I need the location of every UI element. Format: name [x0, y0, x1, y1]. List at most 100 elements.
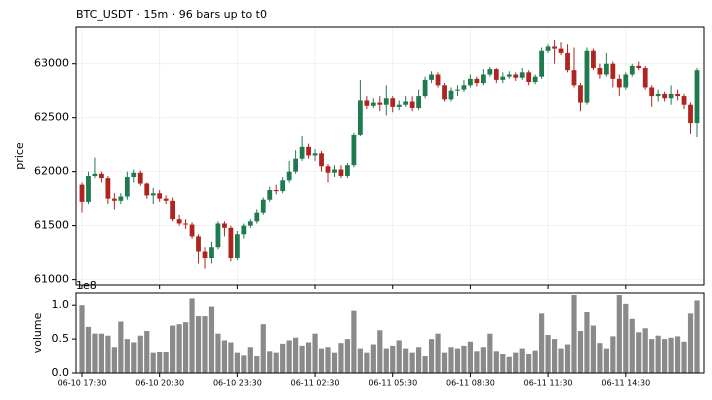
- volume-bar: [441, 352, 448, 373]
- volume-bar: [234, 352, 240, 373]
- volume-bar: [118, 321, 124, 373]
- volume-bar: [396, 340, 402, 373]
- volume-bar: [195, 316, 202, 373]
- candle-body: [649, 87, 655, 97]
- volume-bar: [506, 356, 512, 373]
- y-tick-label: 61000: [34, 273, 69, 286]
- candle-body: [183, 223, 188, 225]
- x-tick-label: 06-11 02:30: [291, 379, 340, 388]
- volume-bar: [267, 351, 273, 373]
- volume-bar: [513, 352, 519, 373]
- x-tick-label: 06-11 14:30: [601, 379, 650, 388]
- volume-bar: [85, 326, 92, 373]
- x-tick-label: 06-11 08:30: [446, 379, 495, 388]
- volume-bar: [98, 333, 105, 373]
- volume-bar: [318, 348, 325, 373]
- volume-bar: [584, 311, 590, 373]
- candle-body: [487, 69, 493, 75]
- candle-body: [260, 199, 266, 213]
- candle-body: [591, 50, 596, 69]
- volume-bar: [124, 339, 130, 373]
- candle-body: [157, 193, 163, 199]
- chart-title: BTC_USDT · 15m · 96 bars up to t0: [76, 8, 267, 21]
- candle-body: [571, 70, 577, 86]
- volume-bar: [681, 341, 687, 373]
- candle-body: [655, 93, 661, 97]
- candle-body: [642, 68, 648, 88]
- candle-body: [448, 90, 454, 100]
- candle-body: [675, 93, 680, 97]
- volume-bar: [526, 354, 532, 373]
- volume-bar: [487, 333, 493, 373]
- volume-bar: [286, 340, 292, 373]
- candle-body: [688, 104, 693, 124]
- candle-body: [396, 104, 402, 107]
- candle-body: [86, 175, 91, 202]
- candle-body: [364, 100, 370, 106]
- candle-body: [694, 70, 700, 124]
- volume-bar: [364, 352, 370, 373]
- candle-body: [189, 224, 195, 237]
- candle-body: [306, 146, 311, 156]
- candle-body: [422, 79, 428, 97]
- volume-bar: [351, 310, 357, 373]
- y-tick-label: 62500: [34, 111, 69, 124]
- candle-body: [241, 225, 247, 235]
- candle-body: [493, 69, 499, 80]
- candle-body: [526, 72, 532, 83]
- volume-bar: [629, 318, 635, 373]
- volume-bar: [370, 344, 376, 373]
- volume-bar: [416, 347, 422, 373]
- volume-bar: [325, 347, 331, 373]
- volume-bar: [474, 351, 480, 373]
- volume-bar: [480, 347, 486, 373]
- volume-bar: [493, 351, 499, 373]
- candle-body: [519, 72, 525, 78]
- volume-bar: [655, 335, 661, 373]
- volume-bar: [467, 341, 474, 373]
- volume-bar: [448, 347, 454, 373]
- volume-bar: [571, 295, 577, 373]
- candle-body: [163, 198, 169, 201]
- volume-bar: [674, 336, 681, 373]
- volume-bar: [137, 335, 143, 373]
- candle-body: [558, 48, 564, 53]
- candle-body: [539, 50, 545, 77]
- volume-bar: [273, 352, 279, 373]
- candle-body: [338, 169, 344, 176]
- candle-body: [170, 200, 176, 220]
- candle-body: [357, 100, 363, 135]
- candle-body: [131, 172, 137, 178]
- candle-body: [92, 173, 98, 176]
- volume-bar: [616, 295, 622, 373]
- volume-bar: [500, 354, 506, 373]
- candle-body: [273, 190, 279, 192]
- volume-bar: [454, 348, 461, 373]
- volume-bar: [260, 324, 266, 373]
- candle-body: [629, 65, 635, 75]
- volume-bar: [519, 348, 525, 373]
- candle-body: [403, 101, 409, 105]
- volume-bar: [202, 316, 208, 373]
- candle-body: [312, 153, 318, 156]
- y-tick-label: 61500: [34, 219, 69, 232]
- volume-bar: [597, 343, 603, 373]
- volume-bar: [247, 347, 253, 373]
- volume-bar: [189, 298, 195, 373]
- volume-bar: [170, 325, 176, 373]
- x-tick-label: 06-10 17:30: [58, 379, 107, 388]
- candle-body: [111, 198, 117, 201]
- candle-body: [610, 63, 616, 79]
- volume-bar: [577, 330, 584, 373]
- candle-body: [616, 78, 622, 88]
- volume-bar: [144, 330, 150, 373]
- volume-bar: [305, 342, 312, 373]
- y-tick-label: 1.0: [52, 298, 70, 311]
- volume-frame: [75, 292, 705, 374]
- candle-body: [390, 98, 396, 107]
- volume-bar: [390, 345, 396, 373]
- candle-body: [99, 173, 104, 179]
- candle-body: [150, 193, 156, 196]
- x-tick-label: 06-10 23:30: [213, 379, 262, 388]
- volume-bar: [331, 352, 338, 373]
